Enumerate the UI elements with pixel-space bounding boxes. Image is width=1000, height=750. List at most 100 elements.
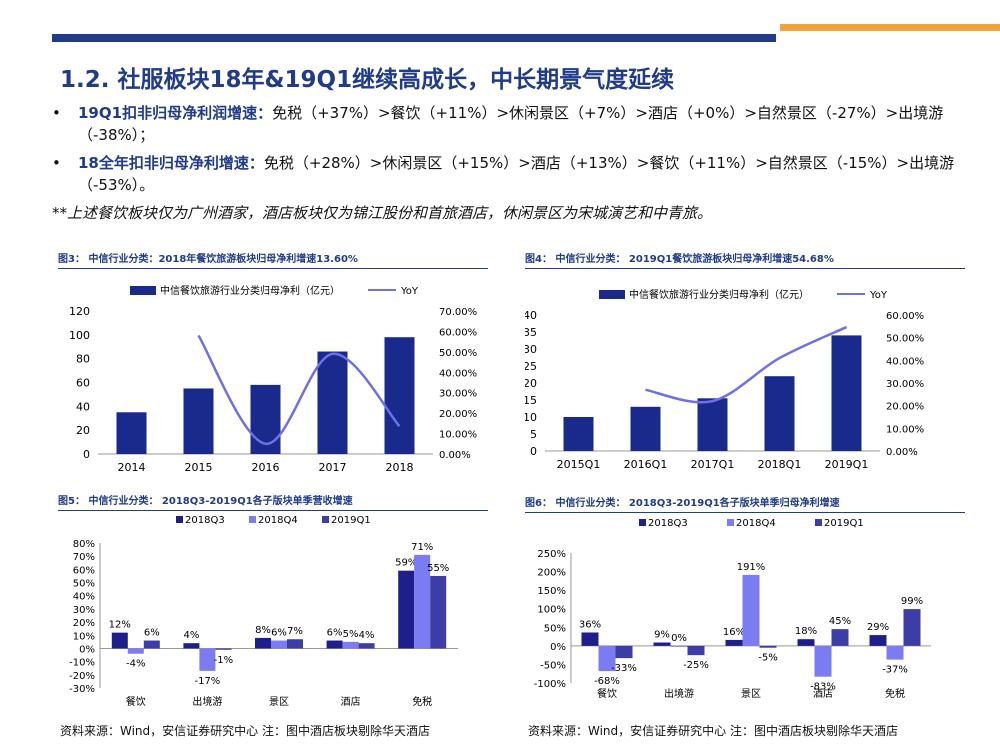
bar <box>143 640 160 649</box>
source-note: 资料来源：Wind，安信证券研究中心 注：图中酒店板块剔除华天酒店 <box>528 724 898 738</box>
bar <box>903 609 921 646</box>
data-label: 5% <box>343 629 359 640</box>
x-tick-label: 2018Q1 <box>758 458 802 471</box>
data-label: 16% <box>723 627 745 638</box>
bar <box>630 406 661 451</box>
data-label: 36% <box>579 619 601 630</box>
y2-tick-label: 50.00% <box>886 334 924 345</box>
bar <box>814 645 832 677</box>
x-tick-label: 酒店 <box>813 687 833 700</box>
y2-tick-label: 0.00% <box>886 447 918 458</box>
bar <box>742 574 760 646</box>
y-tick-label: 60 <box>76 377 90 390</box>
y2-tick-label: 20.00% <box>886 402 924 413</box>
chart-revenue-growth: -30% -20% -10% 0% 10% 20% 30% 40% 50% 60% 70% 80% 12… <box>69 515 458 708</box>
data-label: 99% <box>901 596 923 607</box>
x-tick-label: 出境游 <box>664 687 694 700</box>
y-tick-label: 20 <box>76 424 90 437</box>
figure-divider <box>58 268 488 269</box>
y-tick-label: 100 <box>69 329 90 342</box>
y-tick-label: 40 <box>76 400 90 413</box>
x-tick-label: 2016 <box>252 461 280 474</box>
bar <box>764 376 795 451</box>
bar <box>326 640 343 649</box>
y-tick-label: 15 <box>525 394 537 407</box>
data-label: 12% <box>109 620 131 631</box>
legend-label: YoY <box>869 290 888 301</box>
legend-swatch <box>176 516 183 523</box>
bar <box>111 632 128 649</box>
bar <box>697 398 728 451</box>
y-tick-label: 30% <box>73 605 95 616</box>
bar <box>199 648 216 671</box>
bar <box>670 645 688 647</box>
y-tick-label: 0% <box>550 642 566 653</box>
y2-tick-label: 40.00% <box>886 356 924 367</box>
figure-caption: 图5： 中信行业分类： 2018Q3-2019Q1各子版块单季营收增速 <box>58 496 353 507</box>
legend-swatch <box>322 516 329 523</box>
figure-caption: 图6： 中信行业分类： 2018Q3-2019Q1各子版块单季归母净利增速 <box>525 498 840 509</box>
yoy-line <box>197 334 401 446</box>
bar <box>725 639 743 646</box>
y-tick-label: 50% <box>73 579 95 590</box>
x-tick-label: 2014 <box>118 461 146 474</box>
bar <box>317 351 348 454</box>
figure-6: 图6： 中信行业分类： 2018Q3-2019Q1各子版块单季归母净利增速 -1… <box>525 494 965 717</box>
chart-profit-growth: -100% -50% 0% 50% 100% 150% 200% 250% 36% -68% -33… <box>534 518 931 700</box>
legend-swatch <box>249 516 256 523</box>
data-label: -37% <box>882 665 908 676</box>
figure-divider <box>58 510 488 511</box>
data-label: 6% <box>327 628 343 639</box>
y2-tick-label: 40.00% <box>439 368 477 379</box>
y2-tick-label: 30.00% <box>886 379 924 390</box>
y-tick-label: 0 <box>83 448 90 461</box>
bar <box>414 554 431 649</box>
y2-tick-label: 60.00% <box>439 327 477 338</box>
data-label: -17% <box>194 676 220 687</box>
y-tick-label: 120 <box>69 305 90 318</box>
figure-5: 图5： 中信行业分类： 2018Q3-2019Q1各子版块单季营收增速 -30%… <box>58 492 488 717</box>
page-title: 1.2. 社服板块18年&19Q1继续高成长，中长期景气度延续 <box>60 67 675 93</box>
bar <box>797 639 815 646</box>
y2-tick-label: 10.00% <box>439 430 477 441</box>
figure-3: 图3： 中信行业分类：2018年餐饮旅游板块归母净利增速13.60% 0 20 40… <box>58 250 488 490</box>
bar <box>183 388 214 454</box>
y-tick-label: -20% <box>69 671 95 682</box>
data-label: 0% <box>671 633 687 644</box>
x-tick-label: 2018 <box>386 461 414 474</box>
data-label: -25% <box>683 660 709 671</box>
legend-label: 2018Q3 <box>648 518 688 529</box>
bar <box>250 384 281 454</box>
y-tick-label: 35 <box>525 326 537 339</box>
bar <box>831 335 862 451</box>
y-tick-label: 30 <box>525 343 537 356</box>
legend-label: 2019Q1 <box>824 518 864 529</box>
data-label: -5% <box>758 653 777 664</box>
yoy-line <box>645 325 848 404</box>
y2-tick-label: 10.00% <box>886 424 924 435</box>
data-label: 45% <box>829 616 851 627</box>
legend-swatch <box>815 519 822 526</box>
y-tick-label: 80% <box>73 539 95 550</box>
y-tick-label: 5 <box>530 428 537 441</box>
bar <box>581 632 599 646</box>
bar <box>358 643 375 649</box>
y-tick-label: 20 <box>525 377 537 390</box>
y2-tick-label: 20.00% <box>439 409 477 420</box>
y-tick-label: 10% <box>73 631 95 642</box>
legend-label: YoY <box>400 286 419 297</box>
header-accent-bar-orange <box>780 24 1000 31</box>
figure-caption: 图4： 中信行业分类： 2019Q1餐饮旅游板块归母净利增速54.68% <box>525 254 834 265</box>
data-label: 29% <box>867 622 889 633</box>
data-label: 18% <box>795 626 817 637</box>
chart-net-profit-2018: 0 20 40 60 80 100 120 0.00% 10.00% 20.00% 30.00% 40… <box>69 284 477 474</box>
data-label: 9% <box>654 630 670 641</box>
y-tick-label: 70% <box>73 552 95 563</box>
bar <box>215 648 232 650</box>
footnote: **上述餐饮板块仅为广州酒家，酒店板块仅为锦江股份和首旅酒店，休闲景区为宋城演艺… <box>52 204 713 222</box>
source-note: 资料来源：Wind，安信证券研究中心 注：图中酒店板块剔除华天酒店 <box>60 724 430 738</box>
legend-swatch <box>639 519 646 526</box>
bar <box>615 645 633 659</box>
x-tick-label: 免税 <box>885 687 905 700</box>
y-tick-label: -100% <box>534 679 566 690</box>
